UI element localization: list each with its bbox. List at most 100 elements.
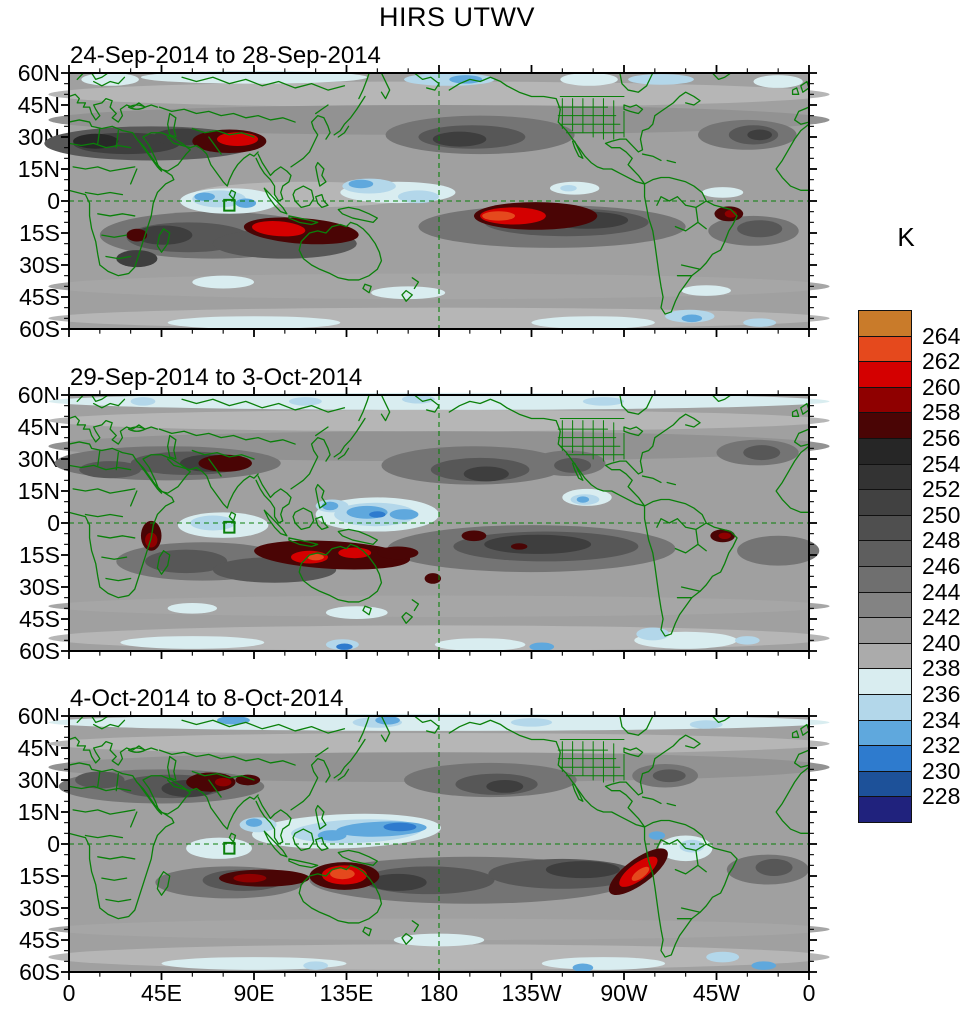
- lat-tick-label: 60S: [19, 959, 60, 985]
- contour-blob: [393, 933, 485, 947]
- colorbar-segment: [858, 770, 912, 798]
- map-panel: [44, 73, 830, 329]
- contour-blob: [484, 534, 592, 554]
- lat-tick-label: 45S: [19, 284, 60, 310]
- lat-tick-label: 15N: [17, 478, 60, 504]
- colorbar-segment: [858, 438, 912, 465]
- us-state-borders: [558, 418, 624, 461]
- contour-blob: [753, 75, 803, 88]
- contour-blob: [307, 553, 324, 561]
- contour-blob: [737, 535, 820, 566]
- lon-tick-label: 45W: [692, 980, 741, 1006]
- colorbar-segment: [858, 540, 912, 567]
- us-state-borders: [558, 739, 624, 782]
- contour-blob: [424, 573, 442, 584]
- contour-blob: [718, 532, 731, 539]
- contour-blob: [648, 831, 666, 840]
- contour-blob: [235, 774, 261, 786]
- contour-blob: [130, 397, 156, 406]
- map-frame: [69, 716, 809, 972]
- contour-blob: [389, 509, 419, 520]
- contour-blob: [689, 720, 723, 729]
- lat-tick-label: 60N: [17, 703, 60, 729]
- contour-blob: [529, 642, 555, 651]
- coastlines: [69, 395, 809, 636]
- colorbar-segment: [858, 335, 912, 363]
- map-frame: [69, 73, 809, 329]
- colorbar-segment: [858, 386, 912, 414]
- lon-tick-label: 90W: [600, 980, 648, 1006]
- lat-tick-label: 30N: [17, 767, 60, 793]
- map-panel: [48, 395, 830, 651]
- contour-blob: [330, 868, 355, 880]
- colorbar-tick-label: 240: [922, 629, 961, 656]
- contour-blob: [402, 395, 435, 404]
- lon-tick-label: 0: [62, 980, 76, 1006]
- contour-blob: [531, 316, 655, 329]
- lat-tick-label: 15S: [19, 542, 60, 568]
- colorbar-segment: [858, 642, 912, 670]
- contour-blob: [681, 314, 703, 323]
- lat-tick-label: 45S: [19, 606, 60, 632]
- map-svg: [48, 716, 830, 972]
- colorbar-tick-label: 254: [922, 450, 961, 477]
- contour-blob: [449, 75, 483, 84]
- contour-blob: [217, 132, 259, 146]
- contour-blob: [120, 636, 265, 649]
- lat-tick-label: 15S: [19, 863, 60, 889]
- contour-blob: [737, 220, 783, 238]
- contour-blob: [126, 228, 148, 242]
- coastlines: [69, 73, 809, 314]
- colorbar-tick-label: 264: [922, 322, 961, 349]
- colorbar-tick-label: 262: [922, 348, 961, 375]
- colorbar-segment: [858, 617, 912, 644]
- contour-blob: [482, 211, 516, 221]
- colorbar-tick-label: 242: [922, 604, 961, 631]
- contour-blob: [486, 780, 524, 793]
- contour-blob: [48, 392, 830, 410]
- contour-blob: [214, 777, 232, 787]
- lat-tick-label: 0: [47, 510, 60, 536]
- lat-tick-label: 0: [47, 188, 60, 214]
- lat-tick-label: 15N: [17, 156, 60, 182]
- colorbar-segment: [858, 796, 912, 823]
- contour-blob: [198, 454, 252, 472]
- target-region-box: [224, 200, 234, 211]
- contour-blob: [755, 858, 793, 876]
- contour-blob: [631, 866, 650, 881]
- contour-blob: [116, 250, 158, 268]
- us-state-borders: [558, 96, 624, 139]
- contour-blob: [652, 769, 686, 783]
- colorbar-tick-label: 256: [922, 425, 961, 451]
- map-svg: [48, 395, 830, 651]
- lat-tick-label: 60N: [17, 60, 60, 86]
- contour-blob: [245, 818, 263, 827]
- colorbar-tick-label: 258: [922, 399, 961, 426]
- lat-tick-label: 0: [47, 831, 60, 857]
- contour-blob: [134, 225, 193, 245]
- map-frame: [69, 395, 809, 651]
- contour-blob: [510, 543, 528, 550]
- contour-blob: [582, 397, 624, 406]
- contour-blob: [145, 549, 228, 574]
- contour-blob: [167, 603, 217, 614]
- contour-blob: [252, 221, 306, 237]
- contour-blob: [161, 957, 347, 970]
- contour-blob: [572, 963, 594, 972]
- contour-blob: [541, 957, 666, 970]
- contour-blob: [48, 409, 830, 432]
- contour-blob: [192, 275, 254, 289]
- colorbar-tick-label: 232: [922, 732, 961, 759]
- contour-blob: [194, 192, 215, 201]
- contour-blob: [325, 606, 388, 619]
- lat-tick-label: 60N: [17, 382, 60, 408]
- panel-title: 4-Oct-2014 to 8-Oct-2014: [70, 685, 344, 712]
- contour-blob: [434, 638, 526, 651]
- contour-blob: [145, 532, 158, 548]
- colorbar-tick-label: 252: [922, 476, 961, 503]
- contour-blob: [81, 73, 139, 86]
- axis-ticks: [61, 387, 817, 659]
- colorbar-segment: [858, 719, 912, 747]
- lat-tick-label: 15N: [17, 799, 60, 825]
- contour-blob: [75, 771, 125, 789]
